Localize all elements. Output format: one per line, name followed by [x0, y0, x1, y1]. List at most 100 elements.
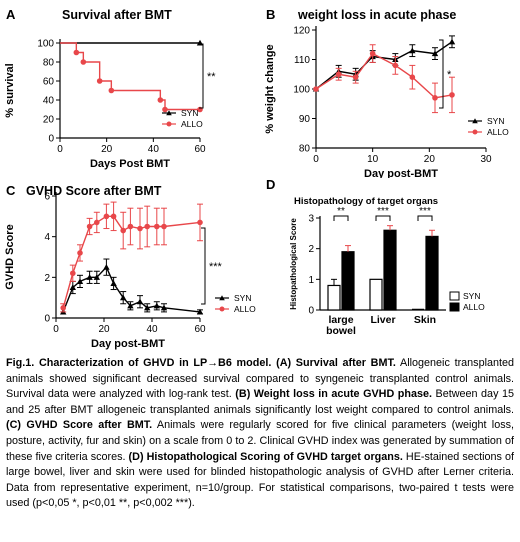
data-point-allo [162, 106, 168, 113]
significance-label: ** [207, 71, 216, 83]
y-tick-label: 80 [299, 144, 311, 155]
significance-bracket [199, 43, 204, 109]
y-tick-label: 4 [44, 232, 50, 243]
data-point-allo [60, 305, 66, 311]
y-tick-label: 2 [308, 244, 314, 255]
y-axis-label: % survival [4, 63, 16, 117]
legend-marker [166, 121, 172, 127]
data-point-syn [160, 304, 168, 311]
data-point-allo [449, 92, 455, 98]
y-tick-label: 6 [44, 192, 50, 203]
bar-allo [383, 229, 397, 311]
y-tick-label: 20 [43, 115, 55, 126]
data-point-allo [144, 223, 150, 230]
chart-title: weight loss in acute phase [297, 8, 456, 22]
caption-b-title: (B) Weight loss in acute GVHD phase. [235, 388, 432, 401]
caption-c-text: Animals were regularly scored for five c… [6, 419, 515, 463]
data-point-allo [103, 213, 110, 220]
legend-label: ALLO [487, 127, 509, 137]
caption-c-title: (C) GVHD Score after BMT. [6, 419, 153, 432]
bar-syn [327, 284, 341, 311]
legend-marker [219, 306, 225, 312]
significance-label: *** [209, 261, 223, 273]
series-line-allo [315, 52, 453, 99]
x-tick-label: 40 [146, 324, 158, 335]
data-point-allo [94, 219, 100, 226]
data-point-syn [110, 280, 117, 286]
data-point-allo [110, 213, 117, 220]
data-point-syn [409, 47, 416, 54]
data-point-syn [196, 308, 204, 315]
significance-label: ** [337, 206, 345, 217]
significance-bracket [201, 227, 206, 305]
data-point-allo [157, 97, 164, 103]
data-point-syn [86, 274, 93, 280]
y-tick-label: 60 [43, 77, 55, 88]
x-tick-label: 0 [53, 324, 59, 335]
y-tick-label: 0 [48, 134, 54, 145]
data-point-syn [431, 50, 439, 57]
y-tick-label: 110 [294, 55, 310, 66]
survival-chart: A Survival after BMT 0 20 40 60 80 100 0 20 40 60 Da… [4, 7, 216, 170]
data-point-allo [96, 78, 103, 84]
data-point-allo [86, 223, 93, 230]
legend-marker [449, 302, 460, 312]
legend-marker [166, 110, 172, 116]
caption-d-title: (D) Histopathological Scoring of GVHD ta… [128, 450, 403, 463]
panel-letter: D [266, 177, 275, 192]
x-tick-label: 20 [101, 144, 113, 155]
y-tick-label: 90 [299, 114, 311, 125]
significance-bracket [375, 215, 391, 221]
y-tick-label: 2 [44, 273, 50, 284]
bar-allo [341, 251, 355, 311]
legend-marker [472, 129, 478, 135]
x-tick-label: 40 [148, 144, 160, 155]
panel-letter: B [266, 7, 275, 22]
significance-bracket [439, 39, 444, 109]
caption-b-text: Between day 15 and 25 after BMT allogene… [6, 388, 514, 416]
x-tick-label: 0 [57, 144, 63, 155]
bar-allo [425, 235, 439, 311]
data-point-allo [335, 71, 342, 78]
caption-a-text: Allogeneic transplanted animals showed s… [6, 357, 514, 401]
category-label: Liver [370, 314, 395, 326]
legend-label: ALLO [463, 302, 485, 312]
chart-title: GVHD Score after BMT [26, 184, 162, 198]
caption-a-title: (A) Survival after BMT. [276, 357, 396, 369]
data-point-allo [161, 223, 167, 230]
histopathology-chart: D Histopathology of target organs 0 1 2 3 Hist… [266, 177, 485, 337]
category-label: large [328, 314, 353, 326]
data-point-allo [154, 223, 160, 230]
data-point-syn [76, 278, 84, 284]
x-axis-label: Days Post BMT [90, 158, 170, 170]
x-tick-label: 0 [313, 154, 319, 165]
y-axis-label: % weight change [264, 44, 276, 133]
data-point-allo [197, 219, 203, 226]
x-tick-label: 20 [424, 154, 436, 165]
legend-label: SYN [463, 291, 480, 301]
x-tick-label: 30 [480, 154, 492, 165]
x-tick-label: 60 [194, 144, 206, 155]
significance-bracket [333, 215, 349, 221]
y-tick-label: 40 [43, 96, 55, 107]
data-point-allo [352, 74, 359, 80]
caption-head: Characterization of GHVD in LP→B6 model. [38, 357, 272, 369]
data-point-allo [409, 74, 416, 80]
category-label: bowel [326, 325, 356, 337]
legend-marker [449, 291, 460, 301]
y-tick-label: 3 [308, 214, 314, 225]
caption-label: Fig.1. [6, 357, 35, 369]
data-point-allo [70, 270, 76, 277]
data-point-allo [127, 223, 134, 230]
figure-caption: Fig.1. Characterization of GHVD in LP→B6… [6, 356, 514, 512]
panel-letter: C [6, 183, 16, 198]
chart-title: Survival after BMT [62, 8, 172, 22]
data-point-allo [137, 225, 143, 232]
legend-label: SYN [234, 293, 251, 303]
data-point-syn [103, 263, 110, 270]
x-axis-label: Day post-BMT [364, 168, 438, 178]
bar-syn [369, 278, 383, 311]
x-tick-label: 20 [98, 324, 110, 335]
